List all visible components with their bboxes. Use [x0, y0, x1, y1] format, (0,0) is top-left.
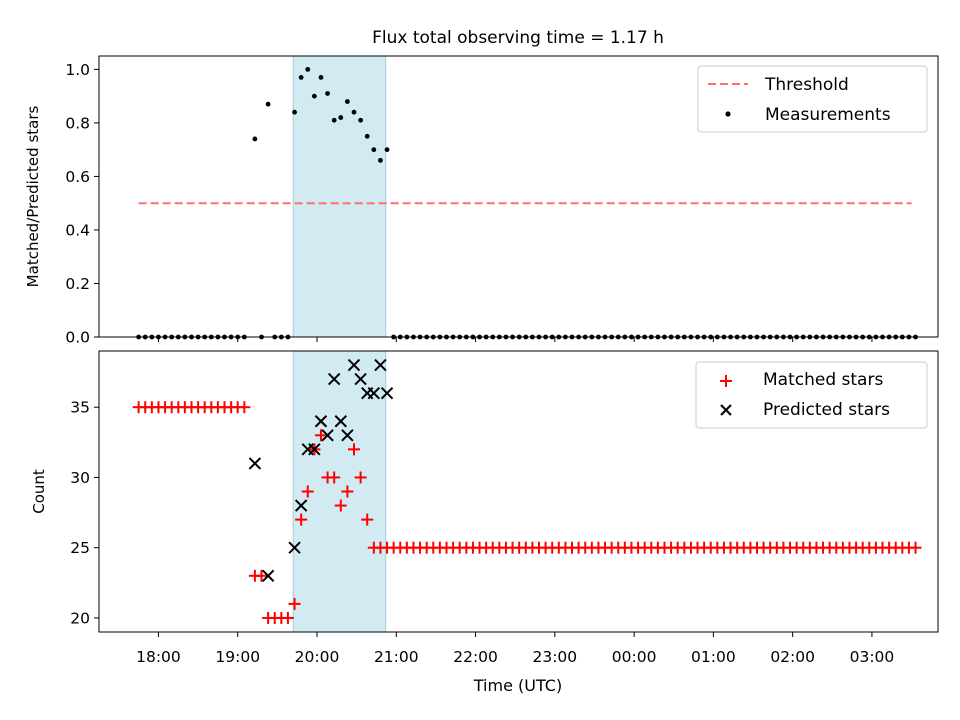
measurement-point [305, 66, 311, 72]
y-tick-label: 25 [70, 539, 90, 557]
measurement-point [311, 93, 317, 99]
count-panel: 20 25 30 35 18:00 19:00 20:00 21:00 22:00 23:00 0… [30, 350, 939, 666]
measurement-point [325, 91, 330, 96]
measurements-legend-swatch [725, 111, 731, 117]
top-legend-box [697, 65, 928, 133]
matched-star-point [281, 611, 294, 624]
y-tick-label: 0.0 [65, 329, 90, 347]
x-tick-label: 00:00 [612, 648, 657, 666]
predicted-star-point [380, 386, 394, 400]
x-axis-label: Time (UTC) [473, 676, 562, 695]
top-legend: Threshold Measurements [697, 65, 928, 133]
predicted-star-point [334, 415, 347, 428]
matched-star-point [348, 443, 361, 456]
predicted-star-point [261, 569, 275, 583]
measurement-point [292, 109, 297, 115]
matched-legend-swatch [720, 375, 732, 387]
top-x-ticks [157, 337, 873, 342]
measurement-point [265, 101, 271, 107]
matched-star-point [328, 471, 341, 484]
predicted-star-point [288, 541, 301, 554]
matched-star-point [909, 541, 922, 554]
measurement-point [371, 147, 377, 153]
legend-measurements-label: Measurements [765, 105, 891, 125]
y-tick-label: 1.0 [65, 61, 90, 79]
legend-matched-label: Matched stars [763, 370, 883, 390]
x-tick-label: 03:00 [850, 648, 895, 666]
x-tick-label: 01:00 [691, 648, 736, 666]
observing-span-top [292, 55, 387, 338]
measurement-point [364, 133, 370, 139]
matched-star-point [354, 471, 367, 484]
predicted-star-point [327, 372, 341, 386]
x-tick-label: 20:00 [295, 648, 340, 666]
predicted-star-point [294, 499, 308, 512]
predicted-legend-swatch [720, 404, 732, 416]
matched-star-point [314, 429, 327, 442]
matched-star-point [238, 401, 251, 414]
legend-threshold-label: Threshold [764, 75, 849, 95]
predicted-star-point [314, 415, 328, 428]
bottom-legend: Matched stars Predicted stars [695, 361, 928, 429]
measurement-point [252, 136, 258, 142]
y-tick-label: 0.6 [65, 168, 90, 186]
x-tick-label: 21:00 [374, 648, 419, 666]
matched-star-point [255, 569, 268, 582]
bottom-legend-box [695, 361, 928, 429]
x-tick-label: 02:00 [770, 648, 815, 666]
matched-star-point [361, 513, 374, 526]
matched-star-point [334, 499, 347, 512]
measurement-point [378, 157, 383, 163]
predicted-star-point [374, 358, 387, 372]
legend-predicted-label: Predicted stars [763, 400, 890, 420]
y-tick-label: 30 [70, 469, 90, 487]
x-tick-label: 22:00 [453, 648, 498, 666]
matched-star-point [301, 485, 314, 498]
matched-star-point [288, 597, 301, 610]
measurement-point [298, 75, 304, 80]
bottom-y-ticks: 20 25 30 35 [70, 399, 99, 627]
measurement-point [358, 117, 364, 123]
y-tick-label: 20 [70, 609, 90, 627]
predicted-star-point [347, 358, 361, 372]
top-y-axis-label: Matched/Predicted stars [24, 106, 42, 288]
y-tick-label: 35 [70, 399, 90, 417]
bottom-x-ticks: 18:00 19:00 20:00 21:00 22:00 23:00 00:00 01:00… [136, 632, 894, 666]
predicted-star-point [248, 457, 262, 470]
predicted-star-point [308, 443, 321, 456]
x-tick-label: 23:00 [532, 648, 577, 666]
top-axes-frame [98, 55, 939, 338]
y-tick-label: 0.2 [65, 275, 90, 293]
top-y-ticks: 0.0 0.2 0.4 0.6 0.8 1.0 [65, 61, 99, 347]
predicted-star-point [321, 429, 334, 442]
chart-title: Flux total observing time = 1.17 h [372, 28, 664, 48]
measurement-point [384, 147, 390, 153]
measurement-point [351, 109, 357, 115]
matched-star-point [341, 485, 354, 498]
measurement-point [318, 75, 324, 80]
matched-star-point [295, 513, 308, 526]
bottom-y-axis-label: Count [30, 469, 48, 514]
x-tick-label: 19:00 [215, 648, 260, 666]
y-tick-label: 0.8 [65, 114, 90, 132]
matched-stars-points [132, 401, 922, 624]
y-tick-label: 0.4 [65, 221, 90, 239]
predicted-star-point [367, 386, 381, 400]
measurement-points [136, 66, 918, 340]
predicted-star-point [341, 429, 354, 442]
predicted-star-point [354, 372, 367, 386]
ratio-panel: 0.0 0.2 0.4 0.6 0.8 1.0 Matched/Predicted sta… [24, 55, 939, 347]
bottom-axes-frame [98, 350, 939, 633]
measurement-point [344, 99, 350, 104]
x-tick-label: 18:00 [136, 648, 181, 666]
predicted-stars-points [248, 358, 394, 583]
measurement-point [338, 115, 344, 120]
measurement-point [331, 117, 337, 123]
